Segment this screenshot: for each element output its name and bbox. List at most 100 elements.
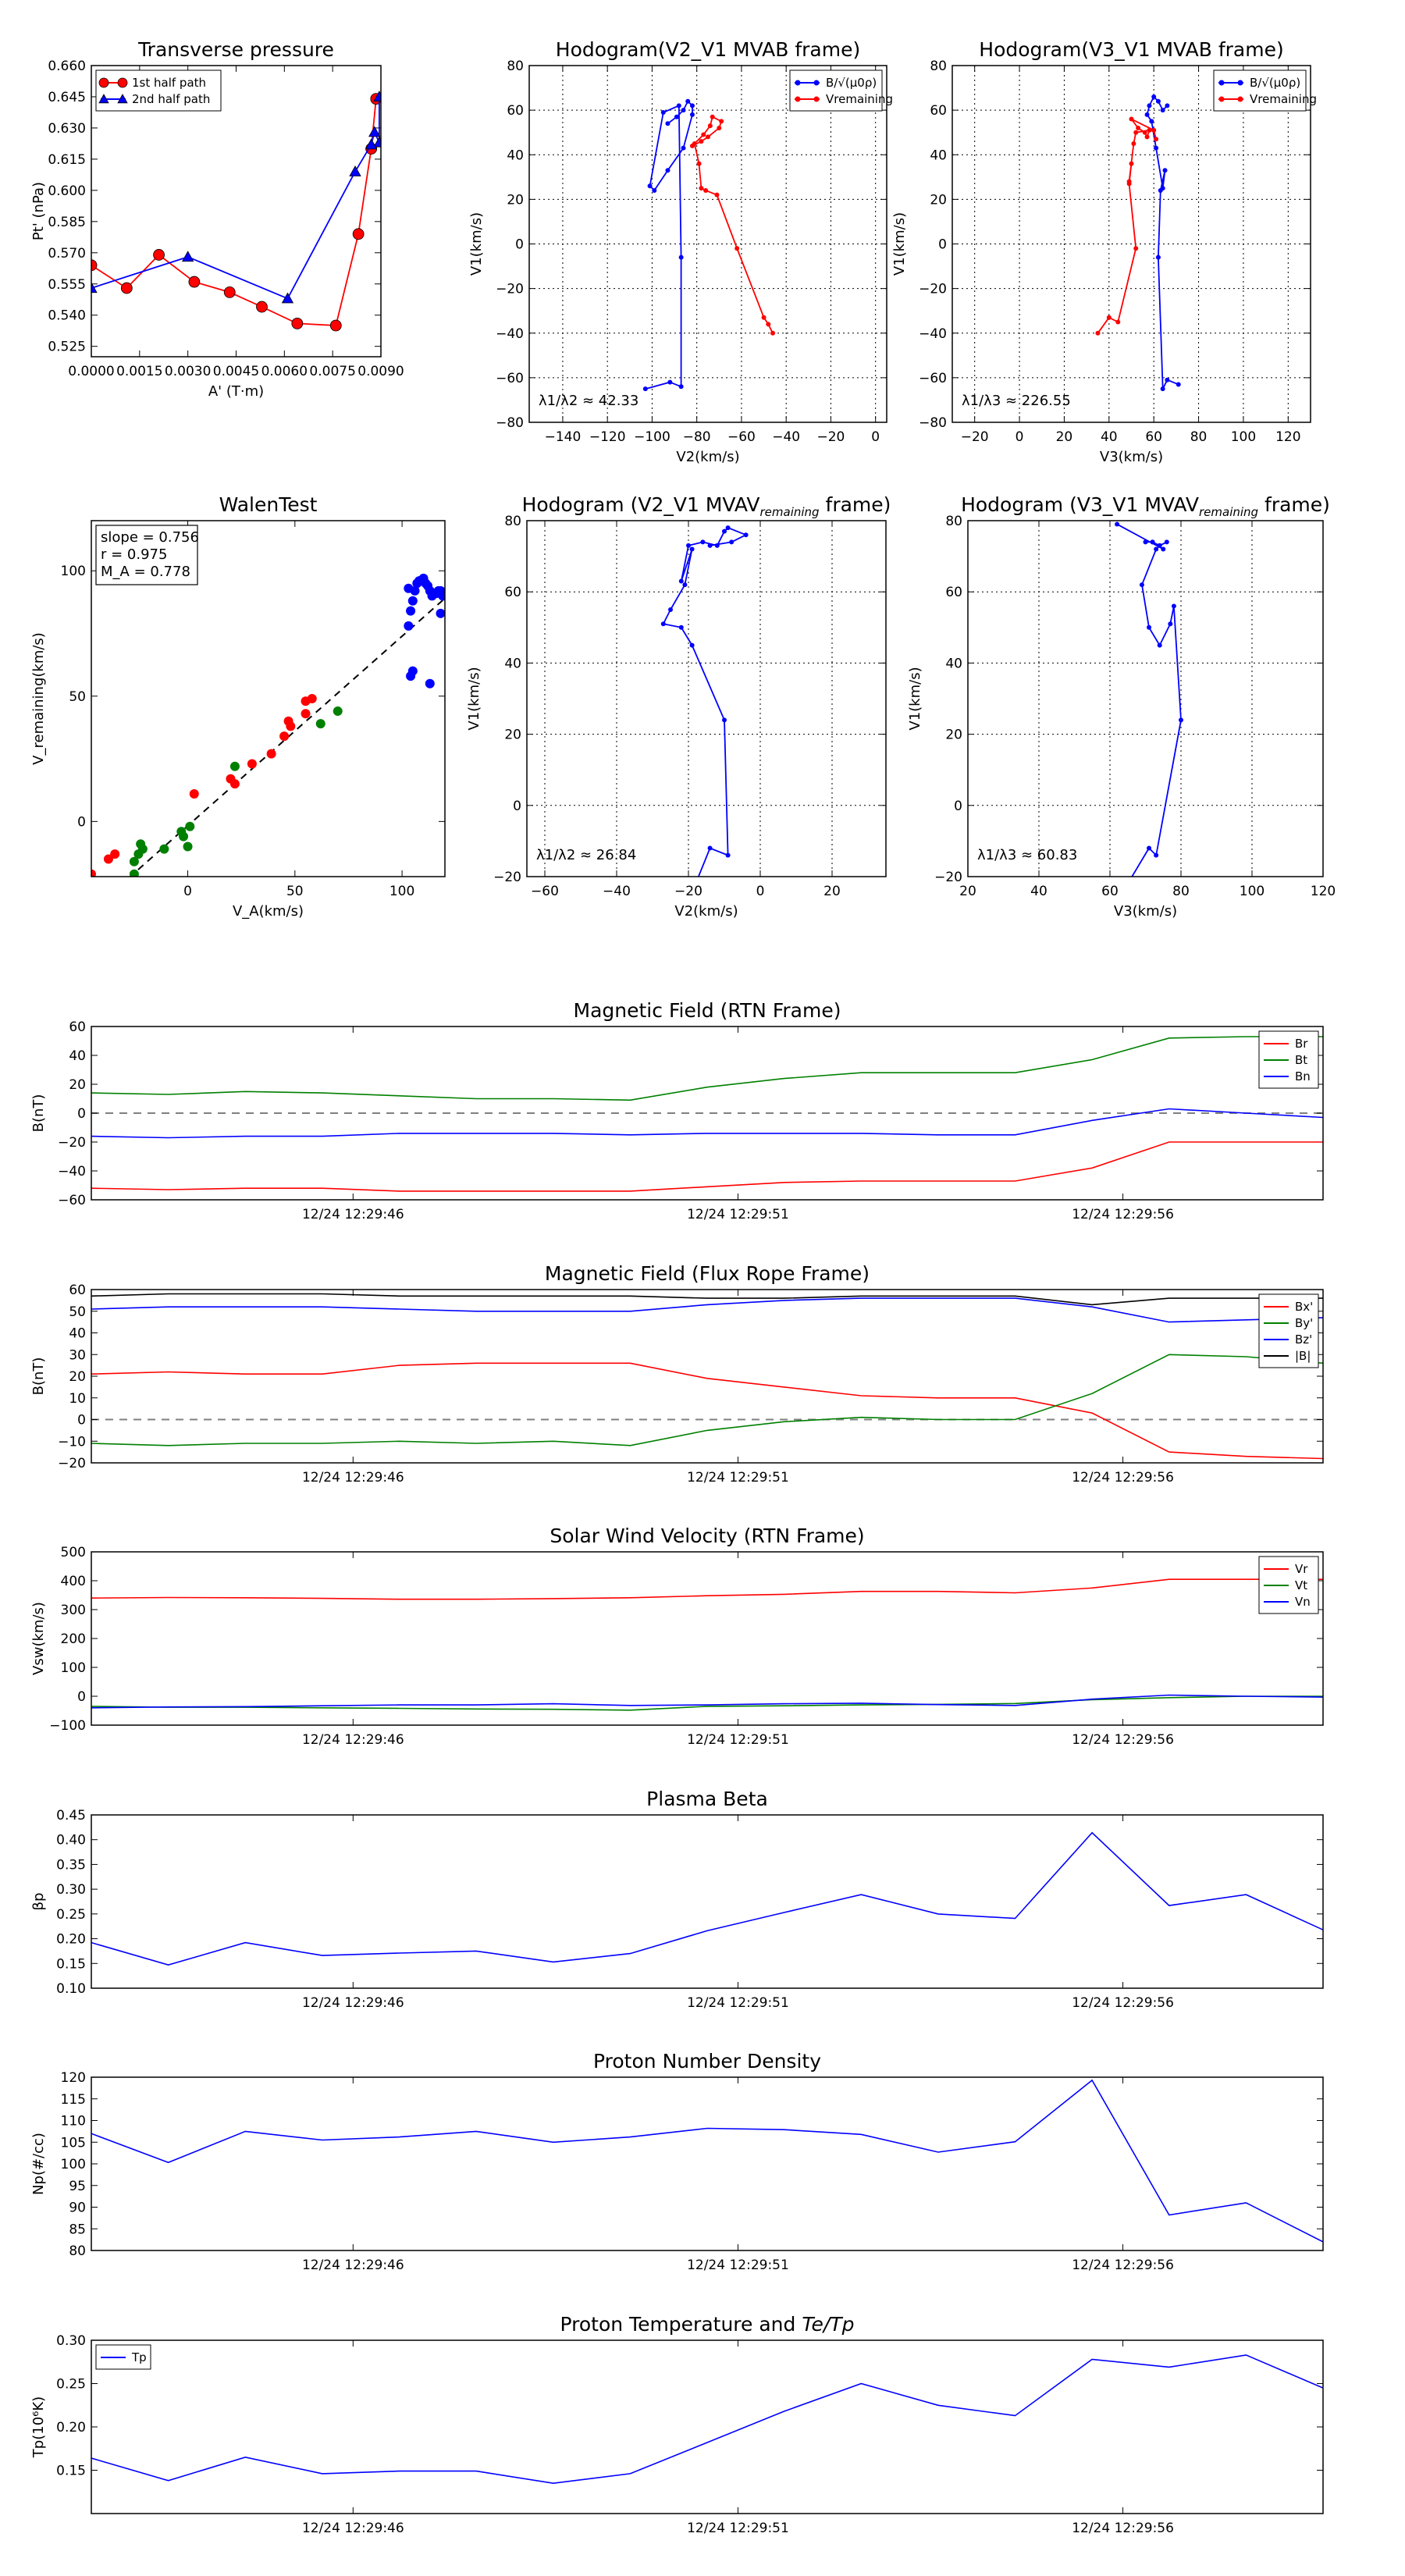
x-tick-label: 12/24 12:29:56: [1072, 1470, 1174, 1485]
data-point: [689, 103, 695, 109]
axes-frame: [91, 2076, 1324, 2251]
y-axis-label: V_remaining(km/s): [30, 632, 47, 765]
scatter-point-red: [307, 694, 317, 703]
data-point: [668, 607, 673, 612]
data-point: [1136, 125, 1141, 130]
legend-marker: [117, 94, 128, 104]
data-point: [1179, 717, 1183, 723]
data-point: [365, 138, 378, 150]
y-axis-label: V1(km/s): [466, 667, 482, 730]
x-tick-label: 12/24 12:29:51: [687, 1995, 789, 2011]
data-point: [1164, 539, 1169, 545]
data-point: [1115, 319, 1121, 325]
data-point: [699, 139, 704, 144]
y-tick-label: 50: [69, 689, 86, 705]
data-point: [678, 384, 684, 390]
data-point: [725, 525, 731, 531]
data-point: [373, 91, 381, 101]
axes-frame: [91, 1814, 1324, 1989]
y-tick-label: 80: [69, 2243, 86, 2259]
y-axis-label: V1(km/s): [468, 212, 485, 276]
data-point: [1151, 94, 1157, 99]
y-axis-label: Pt' (nPa): [30, 182, 47, 240]
data-point: [686, 543, 691, 548]
data-point: [188, 276, 201, 288]
panel-p12: Proton Temperature and Te/Tp 12/24 12:29:…: [30, 2313, 1324, 2536]
data-point: [725, 852, 731, 858]
y-tick-label: 0: [513, 799, 521, 814]
legend-marker: [1237, 96, 1243, 102]
series-line-B/√(μ0ρ): [645, 100, 693, 390]
y-tick-label: 20: [504, 728, 521, 743]
y-tick-label: −20: [496, 282, 524, 297]
data-point: [689, 143, 695, 148]
x-tick-label: 12/24 12:29:46: [302, 1470, 404, 1485]
data-point: [676, 103, 681, 109]
x-tick-label: −20: [816, 429, 845, 445]
fit-line: [129, 597, 445, 877]
x-tick-label: 12/24 12:29:46: [302, 2258, 404, 2273]
y-tick-label: 0.630: [48, 121, 86, 137]
data-point: [349, 165, 361, 176]
data-point: [696, 161, 702, 166]
panel-p11: Proton Number Density 12/24 12:29:46 12/24…: [30, 2050, 1324, 2273]
data-point: [373, 136, 381, 148]
panel-p5: Hodogram (V2_V1 MVAVremaining frame)−60−…: [466, 493, 891, 920]
x-tick-label: 12/24 12:29:56: [1072, 1207, 1174, 1222]
data-point: [352, 228, 365, 240]
y-axis-label: B(nT): [30, 1357, 47, 1396]
data-point: [1155, 254, 1161, 260]
y-tick-label: −10: [58, 1434, 86, 1450]
scatter-point-blue: [425, 678, 435, 688]
chart-title: Proton Temperature and Te/Tp: [560, 2313, 855, 2336]
scatter-point-blue: [404, 621, 414, 631]
axes-frame: [528, 65, 887, 423]
y-tick-label: 100: [61, 2157, 86, 2172]
legend-box: [95, 69, 222, 112]
x-tick-label: 12/24 12:29:51: [687, 1207, 789, 1222]
data-point: [1150, 539, 1155, 545]
y-axis-label: Np(#/cc): [30, 2133, 47, 2195]
y-tick-label: 0.660: [48, 59, 86, 74]
title-math: Te/Tp: [802, 2313, 854, 2336]
plot-area: [91, 1036, 1323, 1192]
scatter-point-red: [301, 709, 311, 719]
x-tick-label: 12/24 12:29:51: [687, 1470, 789, 1485]
data-point: [1165, 103, 1170, 109]
data-point: [91, 282, 98, 294]
x-axis-label: V3(km/s): [1114, 903, 1177, 920]
data-point: [761, 315, 767, 320]
data-point: [1115, 521, 1120, 527]
legend-marker: [795, 96, 801, 102]
scatter-point-red: [286, 721, 296, 731]
scatter-point-blue: [406, 606, 416, 616]
stats-line: r = 0.975: [101, 546, 167, 563]
y-tick-label: 0.25: [56, 1907, 86, 1923]
data-point: [1162, 168, 1168, 173]
data-point: [665, 121, 670, 126]
data-point: [743, 532, 749, 538]
chart-title: Hodogram(V3_V1 MVAB frame): [979, 38, 1283, 61]
x-axis-label: A' (T·m): [208, 383, 264, 400]
y-tick-label: 40: [507, 148, 524, 163]
data-point: [719, 119, 724, 124]
y-tick-label: 85: [69, 2222, 86, 2237]
series-line-2nd half path: [91, 97, 380, 300]
data-point: [256, 301, 268, 313]
x-tick-label: 12/24 12:29:46: [302, 1732, 404, 1748]
legend-marker: [1237, 80, 1243, 86]
series-line-hodogram: [1116, 523, 1182, 877]
data-point: [1147, 845, 1152, 851]
series-line-Np: [91, 2079, 1323, 2243]
data-point: [660, 621, 666, 627]
y-tick-label: 60: [930, 103, 947, 119]
data-point: [714, 192, 720, 197]
axes-frame: [91, 2339, 1324, 2514]
y-tick-label: −80: [496, 415, 524, 431]
data-point: [689, 546, 695, 552]
y-tick-label: −20: [493, 870, 521, 885]
y-tick-label: 20: [507, 192, 524, 208]
data-point: [368, 126, 381, 137]
y-tick-label: 0.35: [56, 1857, 86, 1873]
data-point: [703, 187, 709, 193]
